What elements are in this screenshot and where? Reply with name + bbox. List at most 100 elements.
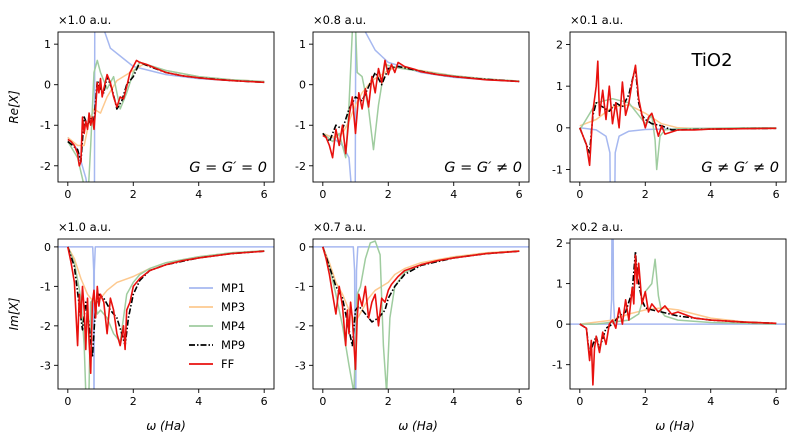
x-tick-label: 0 [64, 395, 71, 408]
y-tick-label: 2 [556, 39, 563, 52]
scale-label: ×0.2 a.u. [570, 220, 623, 234]
scale-label: ×0.7 a.u. [313, 220, 366, 234]
y-tick-label: -3 [40, 359, 51, 372]
x-tick-label: 6 [261, 395, 268, 408]
y-tick-label: -1 [552, 359, 563, 372]
series-mp1-line [322, 32, 520, 182]
panel-re-0: 0 2 4 6 -2 -1 0 1 ×1.0 a.u. Re[X] G = G′ = 0 [7, 13, 275, 201]
x-tick-label: 4 [450, 188, 457, 201]
plot-frame [312, 31, 530, 183]
y-tick-label: -2 [40, 320, 51, 333]
panel-im-0: 0 2 4 6 -3 -2 -1 0 ×1.0 a.u. Im[X] [7, 220, 275, 408]
legend-label-ff: FF [221, 357, 234, 371]
series-ff-line [67, 59, 265, 167]
condition-label: G = G′ ≠ 0 [444, 160, 522, 176]
y-tick-label: 0 [299, 241, 306, 254]
series-mp9-line [322, 246, 520, 347]
y-tick-label: -1 [40, 280, 51, 293]
x-tick-label: 4 [450, 395, 457, 408]
legend-label-mp4: MP4 [221, 319, 245, 333]
condition-label: G ≠ G′ ≠ 0 [701, 160, 779, 176]
series-mp4-line [67, 246, 265, 389]
x-tick-label: 0 [576, 188, 583, 201]
y-tick-label: -1 [295, 119, 306, 132]
compound-label: TiO2 [690, 50, 732, 71]
y-tick-label: -1 [295, 280, 306, 293]
x-axis-label-col1: ω (Ha) [398, 419, 438, 433]
series-ff-line [579, 60, 777, 167]
x-tick-label: 4 [195, 188, 202, 201]
legend-label-mp1: MP1 [221, 281, 245, 295]
y-tick-label: -2 [295, 160, 306, 173]
y-tick-label: -1 [552, 164, 563, 177]
y-tick-label: -2 [295, 320, 306, 333]
x-tick-label: 2 [385, 188, 392, 201]
x-tick-label: 0 [319, 395, 326, 408]
series-mp4-line [579, 258, 777, 325]
scale-label: ×0.8 a.u. [313, 13, 366, 27]
x-tick-label: 6 [516, 395, 523, 408]
panel-re-1: 0 2 4 6 -2 -1 0 1 ×0.8 a.u. G = G′ ≠ 0 [295, 13, 530, 201]
series-mp9-line [579, 250, 777, 358]
series-ff-line [322, 246, 520, 371]
x-tick-label: 6 [773, 395, 780, 408]
x-tick-label: 0 [319, 188, 326, 201]
series-mp3-line [67, 63, 265, 147]
plot-frame [57, 238, 275, 390]
y-tick-label: 0 [44, 241, 51, 254]
y-tick-label: 0 [44, 79, 51, 92]
x-tick-label: 4 [707, 395, 714, 408]
series-mp4-line [322, 32, 520, 159]
scale-label: ×1.0 a.u. [58, 220, 111, 234]
y-tick-label: -2 [40, 160, 51, 173]
y-tick-label: -1 [40, 119, 51, 132]
series-mp1-line [313, 246, 529, 389]
panel-im-2: 0 2 4 6 -1 0 1 2 ×0.2 a.u. [552, 220, 787, 408]
series-mp4-line [579, 97, 777, 171]
scale-label: ×0.1 a.u. [570, 13, 623, 27]
x-tick-label: 0 [576, 395, 583, 408]
panel-re-2: 0 2 4 6 -1 0 1 2 ×0.1 a.u. G ≠ G′ ≠ 0 [552, 13, 787, 201]
x-tick-label: 6 [261, 188, 268, 201]
series-mp9-line [322, 65, 520, 143]
y-tick-label: 1 [556, 80, 563, 93]
x-tick-label: 2 [385, 395, 392, 408]
plot-frame [569, 238, 787, 390]
y-tick-label: 1 [556, 278, 563, 291]
series-mp3-line [579, 104, 777, 130]
series-ff-line [579, 254, 777, 386]
scale-label: ×1.0 a.u. [58, 13, 111, 27]
series-mp1-line [58, 246, 274, 389]
y-axis-label: Re[X] [7, 90, 21, 124]
y-tick-label: 1 [299, 38, 306, 51]
x-axis-label-col2: ω (Ha) [655, 419, 695, 433]
y-tick-label: 1 [44, 38, 51, 51]
x-tick-label: 4 [707, 188, 714, 201]
y-tick-label: 0 [556, 122, 563, 135]
x-tick-label: 6 [773, 188, 780, 201]
condition-label: G = G′ = 0 [189, 160, 267, 176]
plot-frame [569, 31, 787, 183]
legend-label-mp9: MP9 [221, 338, 245, 352]
series-mp9-line [579, 68, 777, 154]
series-mp9-line [67, 61, 265, 163]
x-tick-label: 2 [130, 395, 137, 408]
y-axis-label: Im[X] [7, 297, 21, 330]
x-tick-label: 2 [642, 188, 649, 201]
x-tick-label: 4 [195, 395, 202, 408]
panel-im-1: 0 2 4 6 -3 -2 -1 0 ×0.7 a.u. [295, 220, 530, 408]
legend-label-mp3: MP3 [221, 300, 245, 314]
x-tick-label: 2 [130, 188, 137, 201]
y-tick-label: 0 [556, 318, 563, 331]
legend: MP1 MP3 MP4 MP9 FF [184, 279, 266, 382]
plot-frame [57, 31, 275, 183]
series-ff-line [67, 246, 265, 375]
series-ff-line [322, 59, 520, 159]
x-axis-label-col0: ω (Ha) [146, 419, 186, 433]
x-tick-label: 2 [642, 395, 649, 408]
y-tick-label: 0 [299, 79, 306, 92]
plot-frame [312, 238, 530, 390]
x-tick-label: 6 [516, 188, 523, 201]
x-tick-label: 0 [64, 188, 71, 201]
